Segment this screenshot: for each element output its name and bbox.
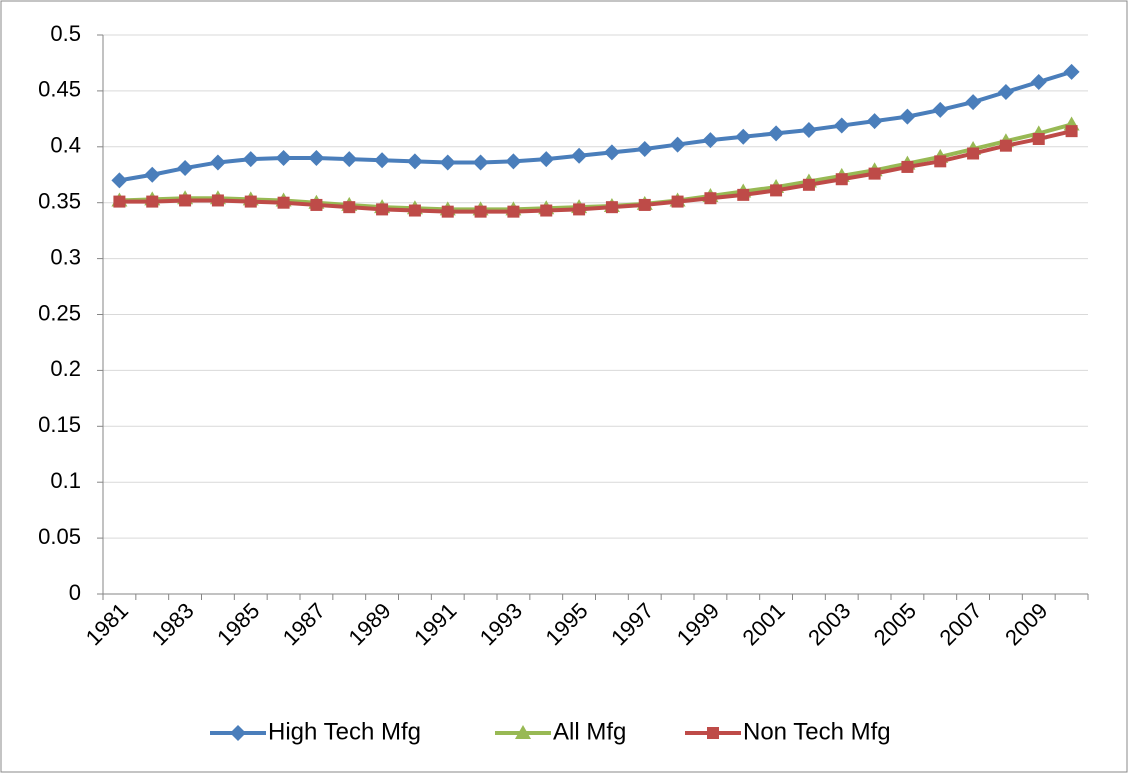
data-point	[538, 151, 555, 168]
data-point	[144, 166, 161, 183]
data-point	[540, 204, 553, 217]
data-point	[242, 151, 259, 168]
data-point	[899, 108, 916, 125]
data-point	[702, 132, 719, 149]
data-point	[866, 113, 883, 130]
data-point	[277, 196, 290, 209]
data-point	[704, 192, 717, 205]
data-point	[439, 154, 456, 171]
data-point	[934, 155, 947, 168]
data-point	[472, 154, 489, 171]
legend-marker	[230, 725, 246, 741]
y-tick-label: 0.05	[38, 524, 81, 549]
data-point	[211, 194, 224, 207]
data-point	[310, 198, 323, 211]
data-point	[1032, 132, 1045, 145]
legend-marker	[515, 725, 531, 739]
data-point	[605, 201, 618, 214]
data-point	[671, 195, 684, 208]
data-point	[965, 94, 982, 111]
data-point	[669, 136, 686, 153]
y-tick-label: 0.15	[38, 412, 81, 437]
y-tick-label: 0.3	[50, 244, 81, 269]
data-point	[146, 195, 159, 208]
legend-label: All Mfg	[553, 718, 626, 745]
data-point	[343, 201, 356, 214]
y-tick-label: 0.45	[38, 77, 81, 102]
data-point	[441, 205, 454, 218]
y-tick-label: 0.2	[50, 356, 81, 381]
y-tick-label: 0.35	[38, 189, 81, 214]
data-point	[179, 194, 192, 207]
data-point	[408, 204, 421, 217]
data-point	[571, 147, 588, 164]
y-tick-label: 0.4	[50, 133, 81, 158]
data-point	[967, 147, 980, 160]
data-point	[802, 178, 815, 191]
y-tick-label: 0.25	[38, 300, 81, 325]
data-point	[275, 149, 292, 166]
data-point	[636, 141, 653, 158]
data-point	[800, 122, 817, 139]
y-tick-label: 0.5	[50, 21, 81, 46]
data-point	[1030, 73, 1047, 90]
data-point	[308, 149, 325, 166]
data-point	[1065, 125, 1078, 138]
data-point	[768, 125, 785, 142]
data-point	[244, 195, 257, 208]
data-point	[376, 203, 389, 216]
legend-label: High Tech Mfg	[268, 718, 421, 745]
data-point	[833, 117, 850, 134]
y-tick-label: 0.1	[50, 468, 81, 493]
data-point	[737, 188, 750, 201]
data-point	[901, 160, 914, 173]
data-point	[111, 172, 128, 189]
data-point	[374, 152, 391, 169]
data-point	[735, 128, 752, 145]
data-point	[341, 151, 358, 168]
data-point	[507, 205, 520, 218]
y-tick-label: 0	[69, 580, 81, 605]
data-point	[505, 153, 522, 170]
data-point	[603, 144, 620, 161]
data-point	[868, 167, 881, 180]
data-point	[835, 173, 848, 186]
data-point	[1063, 63, 1080, 80]
data-point	[177, 160, 194, 177]
data-point	[406, 153, 423, 170]
data-point	[113, 195, 126, 208]
data-point	[999, 139, 1012, 152]
data-point	[573, 203, 586, 216]
data-point	[770, 184, 783, 197]
data-point	[932, 101, 949, 118]
legend-marker	[707, 727, 719, 739]
legend-label: Non Tech Mfg	[743, 718, 891, 745]
data-point	[638, 198, 651, 211]
data-point	[209, 154, 226, 171]
data-point	[997, 84, 1014, 101]
data-point	[474, 205, 487, 218]
